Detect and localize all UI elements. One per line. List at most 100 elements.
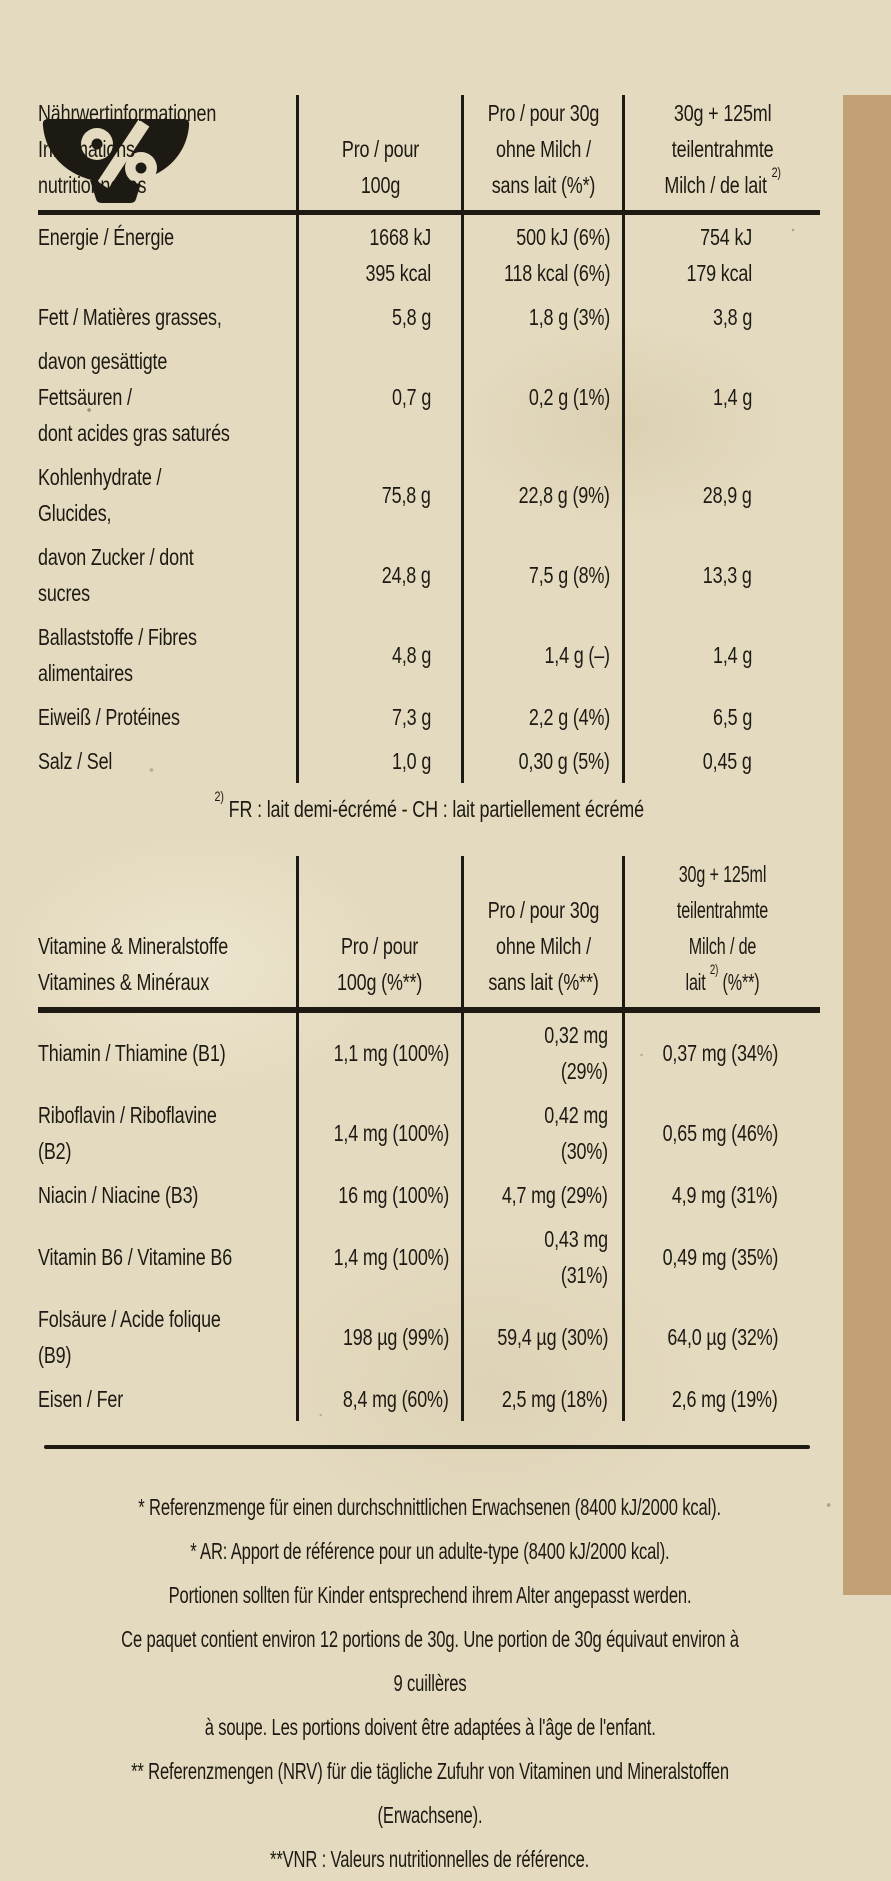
nutrient-row: Fett / Matières grasses, 5,8 g 1,8 g (3%) 3… [38, 295, 820, 339]
nutrient-label: Niacin / Niacine (B3) [38, 1173, 296, 1217]
value-per-100g: 8,4 mg (60%) [296, 1377, 461, 1421]
value-per-100g: 1,4 mg (100%) [296, 1093, 461, 1173]
vitamins-table-body: Thiamin / Thiamine (B1) 1,1 mg (100%) 0,32… [38, 1013, 820, 1421]
value-with-milk-text: 1,4 g [712, 384, 752, 410]
value-with-milk: 0,45 g [622, 739, 820, 783]
value-per-100g: 75,8 g [296, 455, 461, 535]
nutrient-label: Eisen / Fer [38, 1377, 296, 1421]
value-per-30g-text: 1,8 g (3%) [528, 304, 610, 330]
nutrition-table: Nährwertinformationen Informations nutri… [38, 95, 820, 783]
value-per-100g-text: 1,4 mg (100%) [333, 1244, 449, 1270]
nutrition-table-body: Energie / Énergie 1668 kJ 395 kcal 500 kJ … [38, 215, 820, 783]
value-per-100g: 1,1 mg (100%) [296, 1013, 461, 1093]
nutrient-label: Vitamin B6 / Vitamine B6 [38, 1217, 296, 1297]
value-with-milk: 64,0 µg (32%) [622, 1297, 820, 1377]
value-per-100g-text: 16 mg (100%) [338, 1182, 449, 1208]
value-per-30g-text: 0,2 g (1%) [528, 384, 610, 410]
header-per-30g: Pro / pour 30g ohne Milch / sans lait (%… [461, 95, 622, 210]
header-with-milk: 30g + 125ml teilentrahmte Milch / de lai… [622, 856, 820, 1007]
value-per-30g: 4,7 mg (29%) [461, 1173, 622, 1217]
value-per-100g: 5,8 g [296, 295, 461, 339]
footnote-line: Portionen sollten für Kinder entsprechen… [168, 1582, 692, 1608]
nutrient-label-text: Vitamin B6 / Vitamine B6 [38, 1244, 233, 1270]
nutrient-row: Vitamin B6 / Vitamine B6 1,4 mg (100%) 0,4… [38, 1217, 820, 1297]
nutrient-row: Kohlenhydrate / Glucides, 75,8 g 22,8 g (9… [38, 455, 820, 535]
nutrient-label-text: Thiamin / Thiamine (B1) [38, 1040, 226, 1066]
value-per-30g-text: 0,32 mg (29%) [544, 1022, 608, 1084]
percent-bowl-icon [40, 117, 192, 205]
header-nutrition-info: Nährwertinformationen Informations nutri… [38, 100, 217, 198]
vitamins-table-header: Vitamine & Mineralstoffe Vitamines & Min… [38, 856, 820, 1013]
nutrient-row: Thiamin / Thiamine (B1) 1,1 mg (100%) 0,32… [38, 1013, 820, 1093]
value-per-30g-text: 0,30 g (5%) [518, 748, 610, 774]
value-per-100g: 1,0 g [296, 739, 461, 783]
nutrient-label: Folsäure / Acide folique (B9) [38, 1297, 296, 1377]
value-per-30g: 0,2 g (1%) [461, 339, 622, 455]
value-with-milk-text: 2,6 mg (19%) [672, 1386, 778, 1412]
header-vitamins-minerals: Vitamine & Mineralstoffe Vitamines & Min… [38, 933, 229, 995]
value-per-30g: 2,5 mg (18%) [461, 1377, 622, 1421]
footnote-marker: 2) [771, 165, 781, 181]
nutrition-table-header: Nährwertinformationen Informations nutri… [38, 95, 820, 215]
nutrient-row: Eiweiß / Protéines 7,3 g 2,2 g (4%) 6,5 g [38, 695, 820, 739]
nutrient-row: Ballaststoffe / Fibres alimentaires 4,8 g… [38, 615, 820, 695]
value-per-100g-text: 8,4 mg (60%) [343, 1386, 449, 1412]
value-per-30g-text: 2,5 mg (18%) [502, 1386, 608, 1412]
nutrient-row: Riboflavin / Riboflavine (B2) 1,4 mg (100… [38, 1093, 820, 1173]
nutrient-label-text: Folsäure / Acide folique (B9) [38, 1306, 221, 1368]
nutrient-row: Folsäure / Acide folique (B9) 198 µg (99%… [38, 1297, 820, 1377]
value-with-milk: 3,8 g [622, 295, 820, 339]
nutrient-label-text: Fett / Matières grasses, [38, 304, 222, 330]
nutrient-label-text: Eiweiß / Protéines [38, 704, 180, 730]
value-per-100g-text: 1,4 mg (100%) [333, 1120, 449, 1146]
value-per-100g-text: 198 µg (99%) [342, 1324, 449, 1350]
value-per-100g-text: 4,8 g [391, 642, 431, 668]
value-per-30g: 0,43 mg (31%) [461, 1217, 622, 1297]
value-per-100g: 198 µg (99%) [296, 1297, 461, 1377]
nutrition-panel: { "colors":{"paper":"#e4dabf","ink":"#1d… [0, 95, 891, 1872]
footnote-line: à soupe. Les portions doivent être adapt… [204, 1714, 656, 1740]
value-with-milk: 2,6 mg (19%) [622, 1377, 820, 1421]
header-per-30g: Pro / pour 30g ohne Milch / sans lait (%… [461, 856, 622, 1007]
nutrient-row: Eisen / Fer 8,4 mg (60%) 2,5 mg (18%) 2,6 m… [38, 1377, 820, 1421]
nutrient-label-text: Energie / Énergie [38, 224, 174, 250]
footnote-line: ** Referenzmengen (NRV) für die tägliche… [131, 1758, 729, 1828]
nutrient-label: Energie / Énergie [38, 215, 296, 295]
nutrient-label: Eiweiß / Protéines [38, 695, 296, 739]
value-per-100g-text: 24,8 g [382, 562, 431, 588]
footnote-line: * AR: Apport de référence pour un adulte… [190, 1538, 670, 1564]
value-per-100g: 4,8 g [296, 615, 461, 695]
value-per-30g: 1,8 g (3%) [461, 295, 622, 339]
label-content: Nährwertinformationen Informations nutri… [0, 95, 843, 1881]
value-with-milk-text: 6,5 g [712, 704, 752, 730]
value-with-milk: 0,37 mg (34%) [622, 1013, 820, 1093]
value-per-100g: 16 mg (100%) [296, 1173, 461, 1217]
nutrient-label: Ballaststoffe / Fibres alimentaires [38, 615, 296, 695]
value-per-100g-text: 1668 kJ 395 kcal [365, 224, 431, 286]
nutrient-label: Kohlenhydrate / Glucides, [38, 455, 296, 535]
footnote-marker: 2) [709, 962, 719, 978]
value-per-30g: 0,30 g (5%) [461, 739, 622, 783]
value-with-milk: 4,9 mg (31%) [622, 1173, 820, 1217]
value-with-milk: 1,4 g [622, 615, 820, 695]
footnote-line: **VNR : Valeurs nutritionnelles de référ… [270, 1846, 590, 1872]
value-with-milk: 0,65 mg (46%) [622, 1093, 820, 1173]
nutrient-label: Fett / Matières grasses, [38, 295, 296, 339]
value-per-100g-text: 7,3 g [391, 704, 431, 730]
nutrient-label-text: Ballaststoffe / Fibres alimentaires [38, 624, 197, 686]
value-per-100g-text: 1,1 mg (100%) [333, 1040, 449, 1066]
value-with-milk-text: 4,9 mg (31%) [672, 1182, 778, 1208]
value-with-milk-text: 1,4 g [712, 642, 752, 668]
value-with-milk-text: 754 kJ 179 kcal [686, 224, 752, 286]
value-per-100g: 0,7 g [296, 339, 461, 455]
value-per-30g-text: 0,43 mg (31%) [544, 1226, 608, 1288]
value-per-100g-text: 1,0 g [391, 748, 431, 774]
nutrient-row: Salz / Sel 1,0 g 0,30 g (5%) 0,45 g [38, 739, 820, 783]
value-with-milk-text: 3,8 g [712, 304, 752, 330]
footnote-marker: 2) [214, 789, 224, 805]
nutrient-row: Niacin / Niacine (B3) 16 mg (100%) 4,7 mg … [38, 1173, 820, 1217]
value-per-30g-text: 4,7 mg (29%) [502, 1182, 608, 1208]
value-with-milk: 28,9 g [622, 455, 820, 535]
value-per-100g-text: 0,7 g [391, 384, 431, 410]
value-per-100g: 1,4 mg (100%) [296, 1217, 461, 1297]
